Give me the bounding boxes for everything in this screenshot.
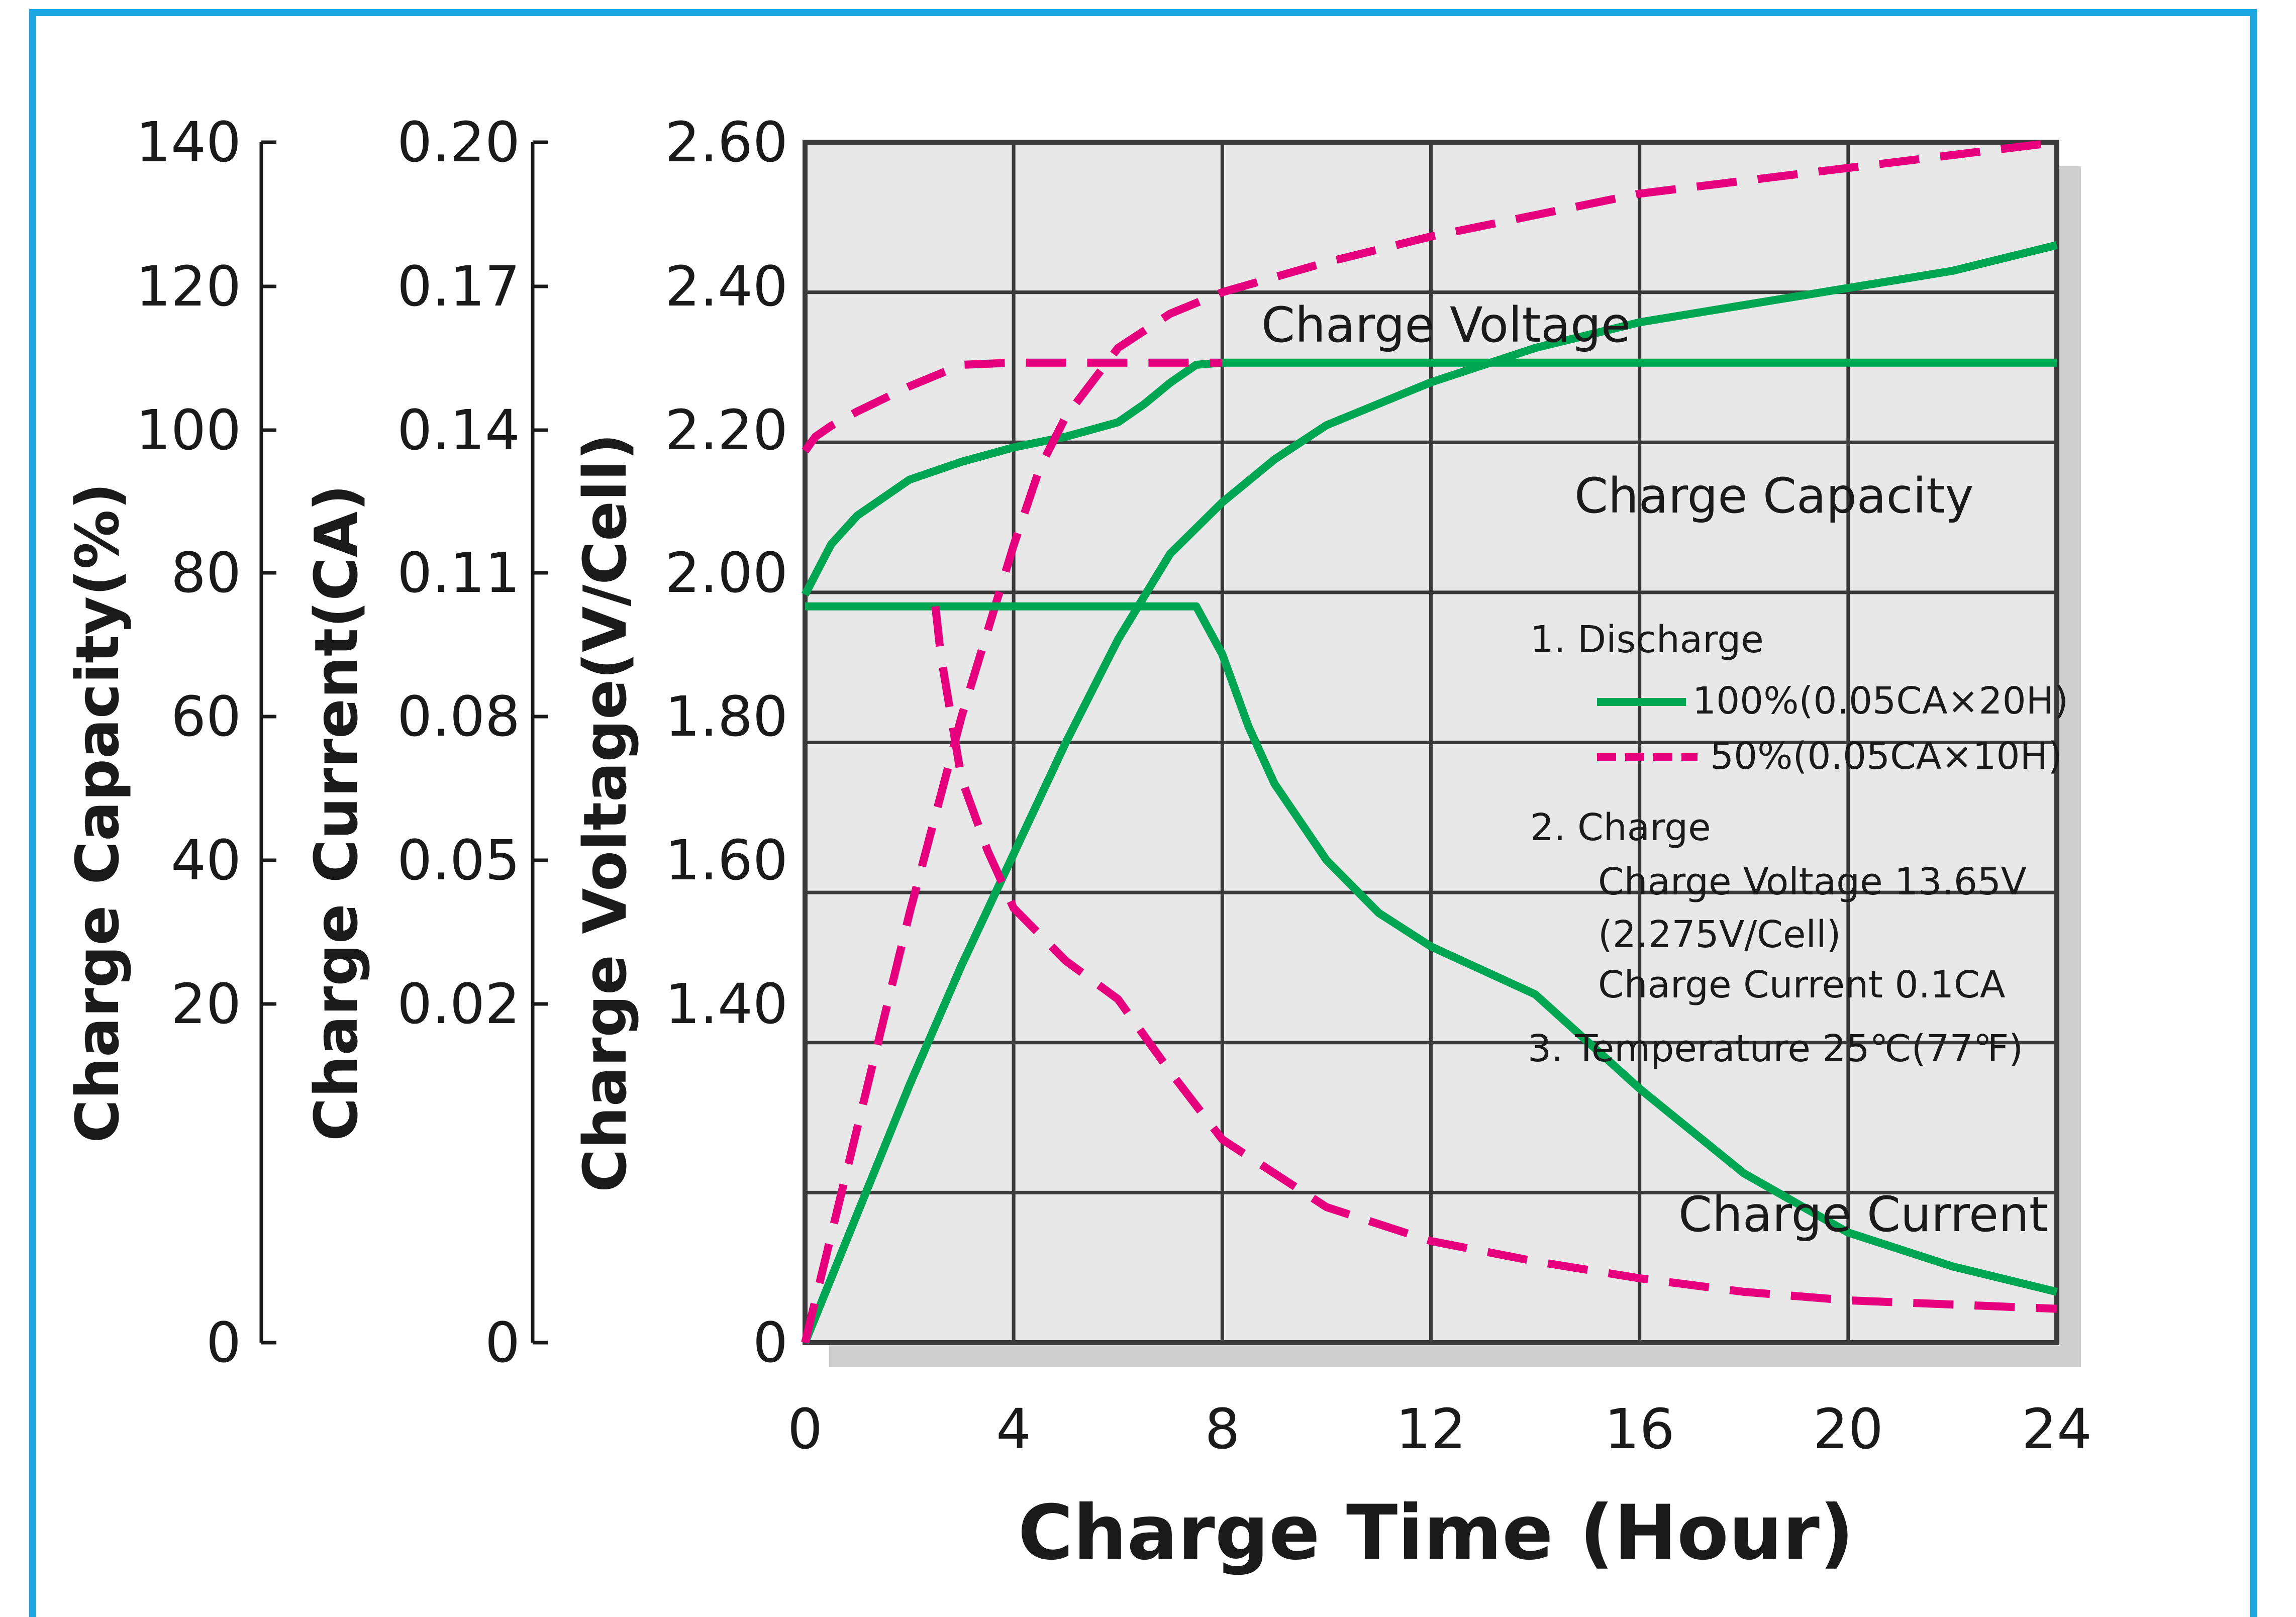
legend-text-6: Charge Current 0.1CA (1598, 963, 2006, 1006)
y-axis-title: Charge Capacity(%) (63, 482, 132, 1143)
series-capacity-100pct (801, 241, 2058, 1345)
legend-text-1: 100%(0.05CA×20H) (1692, 679, 2068, 723)
y-tick-label: 40 (171, 828, 241, 892)
y-tick-label: 1.60 (665, 828, 788, 892)
y-tick-label: 0.02 (397, 972, 520, 1036)
x-tick-label: 4 (996, 1397, 1031, 1461)
x-tick-label: 20 (1813, 1397, 1883, 1461)
series-voltage-50pct (802, 358, 1223, 454)
y-tick-label: 0 (485, 1310, 520, 1375)
legend-text-5: (2.275V/Cell) (1598, 913, 1841, 956)
x-tick-label: 8 (1205, 1397, 1240, 1461)
y-tick-label: 0 (753, 1310, 788, 1375)
y-tick-label: 60 (171, 684, 241, 749)
legend-text-0: 1. Discharge (1530, 618, 1764, 661)
y-axis-title: Charge Voltage(V/Cell) (570, 433, 640, 1192)
x-tick-label: 0 (787, 1397, 823, 1461)
y-tick-label: 2.40 (665, 254, 788, 319)
y-tick-label: 100 (136, 398, 241, 462)
y-tick-label: 1.80 (665, 684, 788, 749)
y-tick-label: 2.20 (665, 398, 788, 462)
x-axis-title: Charge Time (Hour) (1018, 1489, 1854, 1577)
y-tick-label: 0 (206, 1310, 241, 1375)
x-tick-label: 12 (1396, 1397, 1466, 1461)
label-charge-voltage: Charge Voltage (1261, 297, 1631, 353)
label-charge-capacity: Charge Capacity (1574, 468, 1974, 524)
plot-border (803, 140, 2059, 1345)
legend-text-4: Charge Voltage 13.65V (1598, 860, 2027, 903)
y-tick-label: 0.11 (397, 541, 520, 605)
y-tick-label: 2.60 (665, 110, 788, 174)
y-tick-label: 1.40 (665, 972, 788, 1036)
y-tick-label: 0.14 (397, 398, 520, 462)
legend-text-2: 50%(0.05CA×10H) (1710, 735, 2062, 778)
series-capacity-50pct (801, 138, 2057, 1344)
y-axis-title: Charge Current(CA) (302, 484, 371, 1141)
series-current-50pct (931, 605, 2057, 1313)
labels-layer: Charge Voltage Charge Capacity Charge Curr… (1261, 297, 2048, 1243)
legend: 1. Discharge 100%(0.05CA×20H) 50%(0.05CA×1… (1528, 618, 2068, 1070)
y-tick-label: 2.00 (665, 541, 788, 605)
x-tick-label: 24 (2022, 1397, 2092, 1461)
series-voltage-100pct (801, 358, 2057, 597)
series-current-100pct (805, 602, 2058, 1296)
y-tick-label: 0.20 (397, 110, 520, 174)
label-charge-current: Charge Current (1678, 1186, 2048, 1243)
y-tick-label: 120 (136, 254, 241, 319)
y-tick-label: 20 (171, 972, 241, 1036)
y-tick-label: 140 (136, 110, 241, 174)
y-tick-label: 0.05 (397, 828, 520, 892)
legend-text-3: 2. Charge (1530, 806, 1711, 849)
y-tick-label: 0.17 (397, 254, 520, 319)
legend-text-7: 3. Temperature 25℃(77℉) (1528, 1027, 2023, 1070)
series-layer (801, 138, 2058, 1345)
x-tick-label: 16 (1605, 1397, 1675, 1461)
y-tick-label: 0.08 (397, 684, 520, 749)
y-tick-label: 80 (171, 541, 241, 605)
